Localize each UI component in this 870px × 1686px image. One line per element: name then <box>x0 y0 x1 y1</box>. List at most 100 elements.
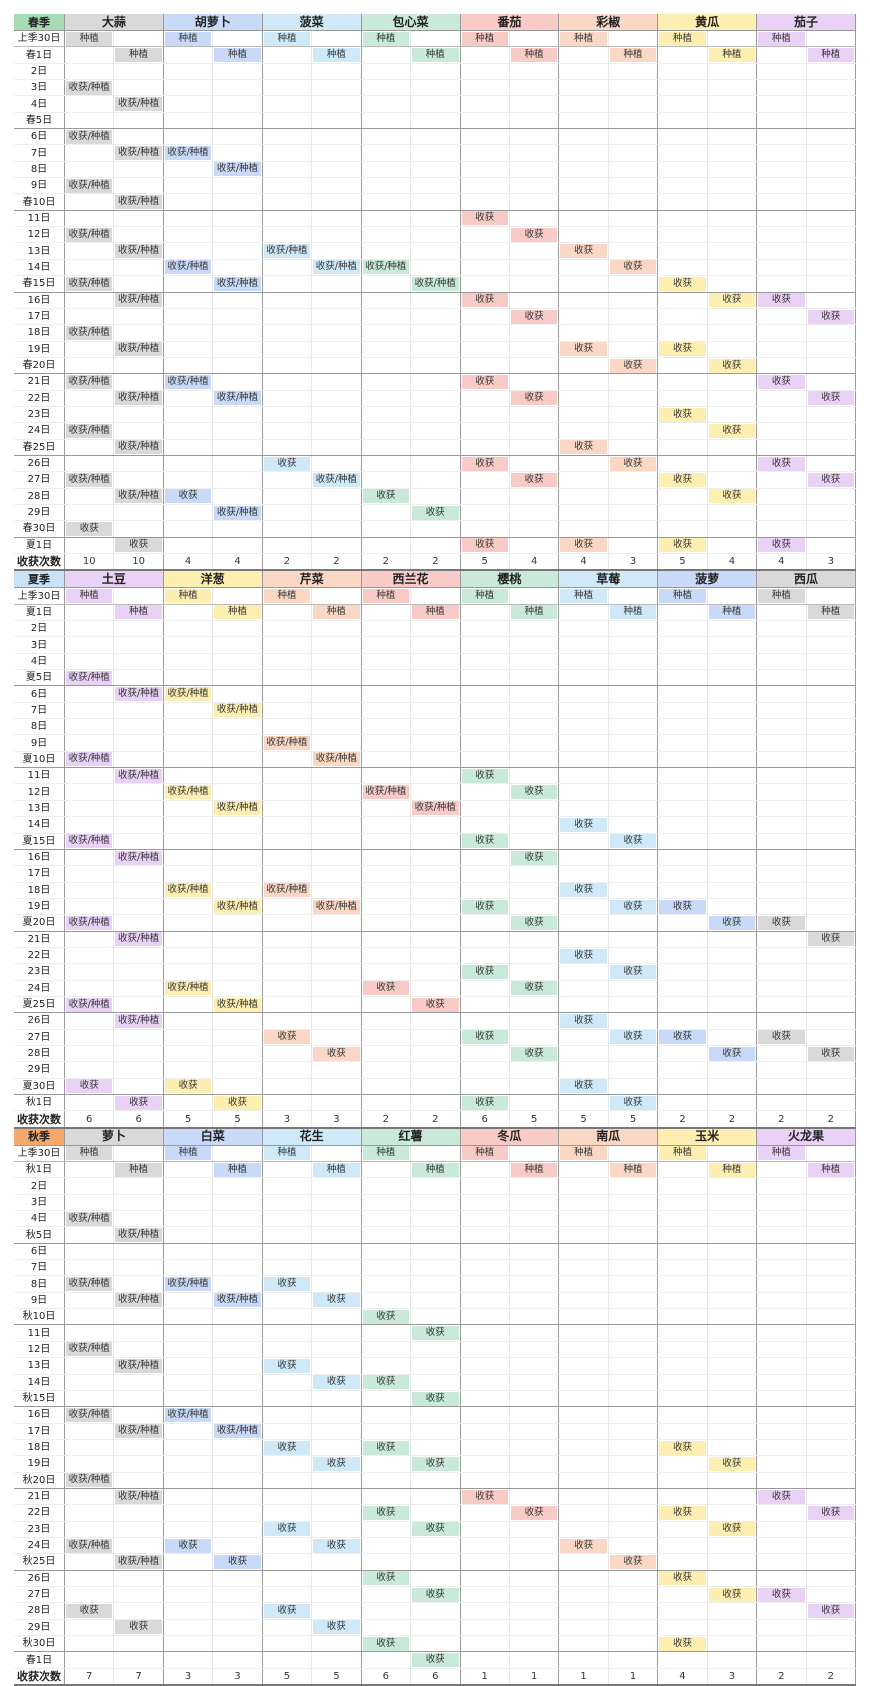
schedule-cell <box>64 1194 115 1212</box>
day-row: 6日 <box>14 1243 857 1261</box>
schedule-cell <box>806 520 857 538</box>
schedule-cell: 收获 <box>657 1439 708 1457</box>
schedule-cell <box>558 767 609 785</box>
day-row: 上季30日 种植 种植 种植 种植 种植 种植 种植 种植 <box>14 1145 857 1163</box>
schedule-cell <box>262 1194 313 1212</box>
schedule-cell: 收获/种植 <box>212 390 263 407</box>
harvest-plant-marker: 收获/种植 <box>115 1358 162 1373</box>
schedule-cell <box>509 636 560 654</box>
schedule-cell <box>262 1488 313 1506</box>
schedule-cell <box>212 669 263 687</box>
schedule-cell <box>361 800 412 818</box>
day-row: 12日 收获/种植 <box>14 1341 857 1359</box>
schedule-cell <box>410 1045 461 1063</box>
schedule-cell <box>756 520 807 538</box>
schedule-cell <box>509 161 560 179</box>
schedule-cell <box>608 1194 659 1212</box>
plant-marker: 种植 <box>807 605 854 620</box>
day-label: 16日 <box>14 849 65 867</box>
schedule-cell <box>756 324 807 342</box>
schedule-cell <box>509 1390 560 1408</box>
plant-marker: 种植 <box>560 31 607 46</box>
schedule-cell <box>311 1012 362 1030</box>
schedule-cell <box>64 947 115 965</box>
schedule-cell <box>113 210 164 228</box>
schedule-cell <box>311 1423 362 1440</box>
schedule-cell <box>361 95 412 113</box>
crop-header: 大蒜 <box>64 14 164 31</box>
plant-marker: 种植 <box>659 1146 706 1161</box>
schedule-cell <box>311 324 362 342</box>
schedule-cell <box>608 1439 659 1457</box>
schedule-cell <box>756 161 807 179</box>
day-label: 26日 <box>14 455 65 473</box>
schedule-cell <box>558 406 609 424</box>
schedule-cell <box>410 226 461 244</box>
schedule-cell <box>262 1259 313 1277</box>
day-label: 春5日 <box>14 112 65 130</box>
schedule-cell: 收获/种植 <box>163 259 214 277</box>
schedule-cell <box>410 1012 461 1030</box>
day-row: 春1日 种植 种植 种植 种植 种植 种植 种植 种植 <box>14 46 857 64</box>
schedule-cell: 收获/种植 <box>212 161 263 179</box>
day-row: 13日 收获/种植 收获/种植 <box>14 800 857 818</box>
harvest-plant-marker: 收获/种植 <box>115 440 162 455</box>
schedule-cell <box>361 914 412 932</box>
schedule-cell <box>707 1390 758 1408</box>
schedule-cell <box>756 308 807 326</box>
day-label: 夏20日 <box>14 914 65 932</box>
schedule-cell <box>311 1635 362 1653</box>
schedule-cell <box>64 1423 115 1440</box>
schedule-cell <box>558 1177 609 1195</box>
schedule-cell <box>262 275 313 293</box>
schedule-cell <box>113 226 164 244</box>
schedule-cell <box>657 520 708 538</box>
schedule-cell <box>361 996 412 1014</box>
schedule-cell <box>311 341 362 358</box>
plant-marker: 种植 <box>659 31 706 46</box>
day-label: 秋20日 <box>14 1472 65 1489</box>
harvest-marker: 收获 <box>659 1571 706 1586</box>
schedule-cell <box>657 653 708 671</box>
schedule-cell <box>163 718 214 736</box>
day-label: 16日 <box>14 1406 65 1424</box>
schedule-cell <box>707 1439 758 1457</box>
schedule-cell <box>410 931 461 948</box>
schedule-cell <box>558 1504 609 1522</box>
schedule-cell <box>756 996 807 1014</box>
schedule-cell <box>509 292 560 309</box>
schedule-cell <box>558 751 609 769</box>
day-label: 9日 <box>14 1292 65 1310</box>
harvest-plant-marker: 收获/种植 <box>412 276 459 291</box>
plant-marker: 种植 <box>412 48 459 63</box>
schedule-cell <box>262 1586 313 1604</box>
schedule-cell <box>410 193 461 211</box>
schedule-cell <box>509 242 560 260</box>
schedule-cell: 收获/种植 <box>64 1537 115 1555</box>
schedule-cell <box>558 653 609 671</box>
schedule-cell <box>657 1292 708 1310</box>
schedule-cell <box>608 1586 659 1604</box>
schedule-cell <box>410 620 461 638</box>
harvest-marker: 收获 <box>313 1375 360 1390</box>
schedule-cell <box>460 620 510 638</box>
harvest-plant-marker: 收获/种植 <box>164 981 212 996</box>
schedule-cell <box>212 537 263 555</box>
schedule-cell <box>806 1324 857 1342</box>
schedule-cell <box>657 767 708 785</box>
schedule-cell: 收获/种植 <box>212 504 263 522</box>
schedule-cell <box>113 161 164 179</box>
schedule-cell <box>361 963 412 981</box>
schedule-cell <box>707 1488 758 1506</box>
schedule-cell: 收获/种植 <box>212 275 263 293</box>
schedule-cell <box>707 161 758 179</box>
schedule-cell <box>756 46 807 64</box>
schedule-cell <box>608 980 659 997</box>
schedule-cell <box>608 931 659 948</box>
schedule-cell <box>262 1619 313 1637</box>
schedule-cell <box>64 1226 115 1244</box>
crop-header: 红薯 <box>361 1127 461 1146</box>
schedule-cell <box>707 226 758 244</box>
schedule-cell <box>113 1078 164 1096</box>
harvest-marker: 收获 <box>758 456 805 471</box>
